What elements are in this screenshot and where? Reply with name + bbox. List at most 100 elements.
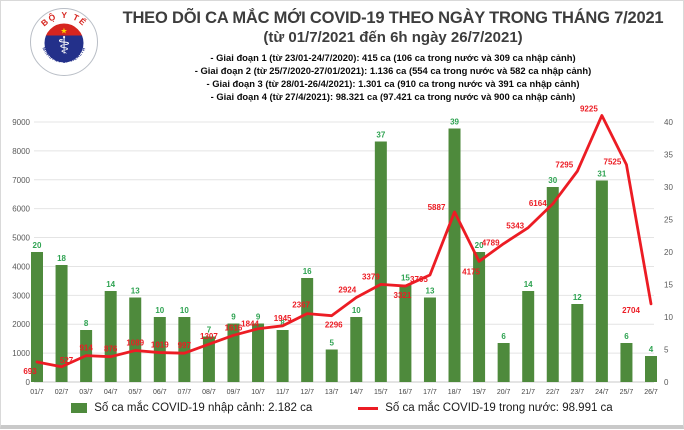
- y-axis-left-tick-label: 9000: [12, 118, 30, 127]
- line-value-label: 914: [79, 344, 93, 353]
- x-tick-label: 15/7: [374, 389, 388, 396]
- legend-item-imported: Số ca mắc COVID-19 nhập cảnh: 2.182 ca: [71, 402, 312, 414]
- y-axis-left-tick-label: 8000: [12, 147, 30, 156]
- imported-cases-bar: [571, 304, 584, 382]
- line-value-label: 6164: [529, 199, 547, 208]
- domestic-line-swatch-icon: [358, 406, 379, 410]
- bar-value-label: 6: [501, 332, 506, 341]
- x-tick-label: 04/7: [104, 389, 118, 396]
- x-tick-label: 09/7: [227, 389, 241, 396]
- imported-cases-bar: [301, 278, 314, 382]
- y-axis-right-tick-label: 10: [664, 313, 673, 322]
- imported-cases-bar: [325, 349, 338, 382]
- imported-cases-bar: [522, 291, 535, 382]
- line-value-label: 1616: [225, 323, 243, 332]
- line-value-label: 997: [178, 341, 192, 350]
- y-axis-left-tick-label: 6000: [12, 205, 30, 214]
- x-tick-label: 02/7: [55, 389, 69, 396]
- x-tick-label: 19/7: [472, 389, 486, 396]
- line-value-label: 3379: [362, 272, 380, 281]
- line-value-label: 1307: [200, 332, 218, 341]
- line-value-label: 7295: [555, 160, 573, 169]
- line-value-label: 2367: [292, 301, 310, 310]
- imported-cases-bar: [595, 180, 608, 382]
- imported-cases-bar: [473, 252, 486, 382]
- line-value-label: 1019: [151, 341, 169, 350]
- imported-cases-bar: [423, 297, 436, 382]
- bar-value-label: 4: [649, 345, 654, 354]
- bar-value-label: 20: [475, 241, 484, 250]
- imported-cases-bar: [350, 317, 363, 382]
- line-value-label: 876: [104, 345, 118, 354]
- imported-cases-bar: [104, 291, 117, 382]
- line-value-label: 2924: [338, 286, 356, 295]
- y-axis-left-tick-label: 3000: [12, 291, 30, 300]
- x-tick-label: 21/7: [521, 389, 535, 396]
- imported-legend-label: Số ca mắc COVID-19 nhập cảnh: 2.182 ca: [94, 402, 313, 414]
- line-value-label: 4175: [462, 267, 480, 276]
- line-value-label: 1089: [126, 339, 144, 348]
- y-axis-left-tick-label: 7000: [12, 176, 30, 185]
- bar-value-label: 16: [303, 267, 312, 276]
- line-value-label: 7525: [604, 158, 622, 167]
- x-tick-label: 16/7: [399, 389, 413, 396]
- imported-cases-bar: [276, 330, 289, 382]
- x-tick-label: 26/7: [644, 389, 658, 396]
- line-value-label: 5887: [428, 203, 446, 212]
- bar-value-label: 31: [597, 170, 606, 179]
- x-tick-label: 24/7: [595, 389, 609, 396]
- y-axis-left-tick-label: 0: [26, 378, 31, 387]
- bar-value-label: 20: [33, 241, 42, 250]
- imported-cases-bar: [31, 252, 43, 382]
- bar-value-label: 30: [548, 176, 557, 185]
- phase-1-line: - Giai đoạn 1 (từ 23/01-24/7/2020): 415 …: [210, 52, 576, 63]
- imported-cases-bar: [620, 343, 633, 382]
- x-tick-label: 13/7: [325, 389, 339, 396]
- y-axis-right-tick-label: 0: [664, 378, 669, 387]
- x-tick-label: 10/7: [251, 389, 265, 396]
- line-value-label: 2704: [622, 306, 640, 315]
- x-tick-label: 07/7: [178, 389, 192, 396]
- line-value-label: 4789: [482, 239, 500, 248]
- phase-3-line: - Giai đoạn 3 (từ 28/01-26/4/2021): 1.30…: [206, 78, 580, 89]
- bar-value-label: 37: [376, 131, 385, 140]
- bar-value-label: 10: [352, 306, 361, 315]
- bar-value-label: 13: [131, 287, 140, 296]
- page-subtitle: (từ 01/7/2021 đến 6h ngày 26/7/2021): [263, 29, 523, 46]
- line-value-label: 693: [23, 367, 37, 376]
- bar-value-label: 15: [401, 274, 410, 283]
- y-axis-right-tick-label: 15: [664, 281, 673, 290]
- bar-value-label: 9: [256, 313, 261, 322]
- imported-cases-bar: [178, 317, 191, 382]
- line-value-label: 3321: [394, 291, 412, 300]
- bar-value-label: 5: [329, 339, 334, 348]
- imported-cases-bar: [129, 297, 142, 382]
- x-tick-label: 17/7: [423, 389, 437, 396]
- x-tick-label: 20/7: [497, 389, 511, 396]
- page-title: THEO DÕI CA MẮC MỚI COVID-19 THEO NGÀY T…: [122, 9, 664, 27]
- imported-cases-bar: [202, 336, 215, 382]
- domestic-legend-label: Số ca mắc COVID-19 trong nước: 98.991 ca: [385, 402, 613, 414]
- bar-value-label: 14: [524, 280, 533, 289]
- x-tick-label: 01/7: [30, 389, 44, 396]
- line-value-label: 5343: [506, 222, 524, 231]
- line-value-label: 527: [60, 356, 74, 365]
- imported-cases-bar: [55, 265, 68, 382]
- x-tick-label: 22/7: [546, 389, 560, 396]
- x-tick-label: 08/7: [202, 389, 216, 396]
- y-axis-right-tick-label: 5: [664, 346, 669, 355]
- chart-legend: Số ca mắc COVID-19 nhập cảnh: 2.182 ca S…: [1, 402, 683, 414]
- logo-star-icon: ★: [60, 27, 67, 36]
- bar-value-label: 13: [426, 287, 435, 296]
- x-tick-label: 14/7: [349, 389, 363, 396]
- imported-cases-bar: [153, 317, 166, 382]
- bar-value-label: 12: [573, 293, 582, 302]
- domestic-cases-line: [35, 114, 653, 369]
- imported-cases-bar: [399, 284, 412, 382]
- y-axis-right-tick-label: 30: [664, 183, 673, 192]
- y-axis-right-tick-label: 40: [664, 118, 673, 127]
- bar-value-label: 10: [180, 306, 189, 315]
- y-axis-right-tick-label: 20: [664, 248, 673, 257]
- x-tick-label: 25/7: [620, 389, 634, 396]
- x-tick-label: 23/7: [571, 389, 585, 396]
